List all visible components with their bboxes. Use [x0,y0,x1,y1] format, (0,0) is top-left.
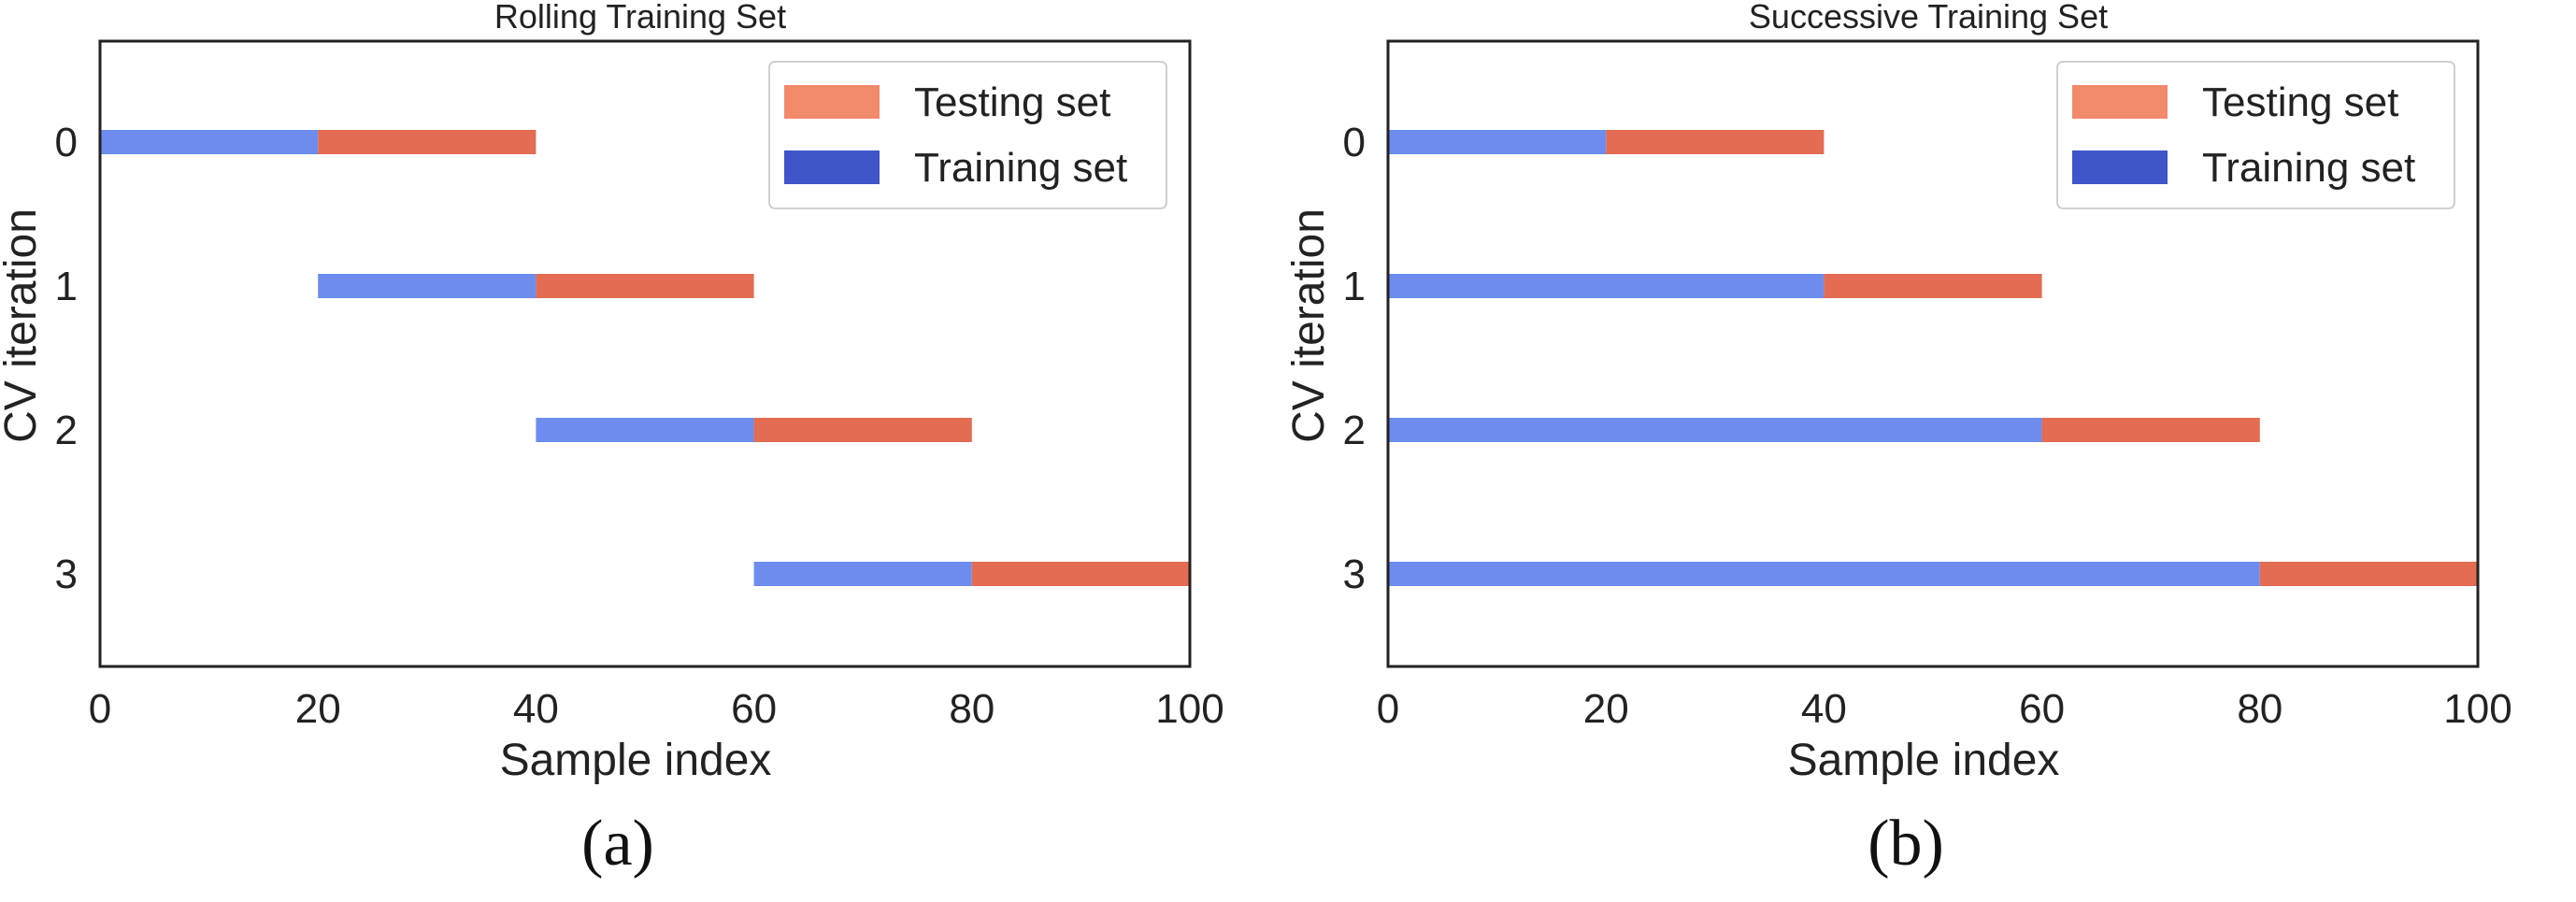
x-tick-label-a-20: 20 [295,686,341,732]
y-tick-label-b-1: 1 [1343,264,1366,309]
x-tick-label-a-60: 60 [731,686,777,732]
y-tick-label-a-2: 2 [55,408,78,453]
caption-b: (b) [1868,808,1944,880]
bar-b-testing-set-1 [1824,274,2042,298]
caption-a: (a) [581,808,654,880]
bar-a-training-set-1 [318,274,537,298]
x-tick-label-a-0: 0 [89,686,111,732]
bar-a-testing-set-0 [318,130,537,154]
y-tick-label-a-3: 3 [55,551,78,597]
x-tick-label-a-100: 100 [1155,686,1224,732]
bar-a-training-set-2 [536,418,754,442]
x-tick-label-b-100: 100 [2443,686,2512,732]
bar-b-training-set-3 [1388,562,2260,586]
chart-b-frame [1386,39,2480,668]
y-tick-label-b-3: 3 [1343,551,1366,597]
legend-label-a-training-set: Training set [914,145,1127,191]
chart-a-xlabel: Sample index [500,736,772,785]
chart-panel-a: Rolling Training Set 0 1 2 3 0 20 40 60 80 100 Samp… [0,0,1224,880]
legend-swatch-a-testing-set [784,85,880,119]
legend-swatch-b-training-set [2072,150,2168,184]
y-tick-label-a-1: 1 [55,264,78,309]
y-tick-label-a-0: 0 [55,120,78,165]
chart-panel-b: Successive Training Set 0 1 2 3 0 20 40 60 80 100 S… [1288,0,2576,902]
chart-b-title: Successive Training Set [1749,0,2108,36]
y-tick-label-b-2: 2 [1343,408,1366,453]
legend-swatch-a-training-set [784,150,880,184]
legend-swatch-b-testing-set [2072,85,2168,119]
chart-a-ylabel: CV iteration [0,208,46,443]
bar-b-testing-set-0 [1606,130,1825,154]
y-tick-label-b-0: 0 [1343,120,1366,165]
x-tick-label-b-60: 60 [2019,686,2065,732]
chart-b-xlabel: Sample index [1788,736,2060,785]
x-tick-label-b-20: 20 [1583,686,1629,732]
bar-a-training-set-0 [100,130,319,154]
bar-a-training-set-3 [753,562,972,586]
bar-a-testing-set-1 [536,274,754,298]
bar-b-training-set-1 [1388,274,1825,298]
chart-a-title: Rolling Training Set [494,0,786,36]
x-tick-label-b-0: 0 [1377,686,1399,732]
bar-b-training-set-0 [1388,130,1607,154]
legend-label-a-testing-set: Testing set [914,79,1110,125]
x-tick-label-a-80: 80 [949,686,995,732]
chart-a-svg: Rolling Training Set 0 1 2 3 0 20 40 60 80 100 Samp… [0,0,1224,785]
legend-label-b-training-set: Training set [2202,145,2415,191]
x-tick-label-a-40: 40 [513,686,559,732]
legend-label-b-testing-set: Testing set [2202,79,2398,125]
bar-b-training-set-2 [1388,418,2042,442]
chart-a-frame [98,39,1192,668]
bar-b-testing-set-2 [2041,418,2260,442]
bar-b-testing-set-3 [2259,562,2478,586]
bar-a-testing-set-2 [753,418,972,442]
chart-b-ylabel: CV iteration [1288,208,1334,443]
bar-a-testing-set-3 [971,562,1190,586]
x-tick-label-b-80: 80 [2237,686,2283,732]
chart-b-svg: Successive Training Set 0 1 2 3 0 20 40 60 80 100 S… [1288,0,2512,785]
x-tick-label-b-40: 40 [1801,686,1847,732]
